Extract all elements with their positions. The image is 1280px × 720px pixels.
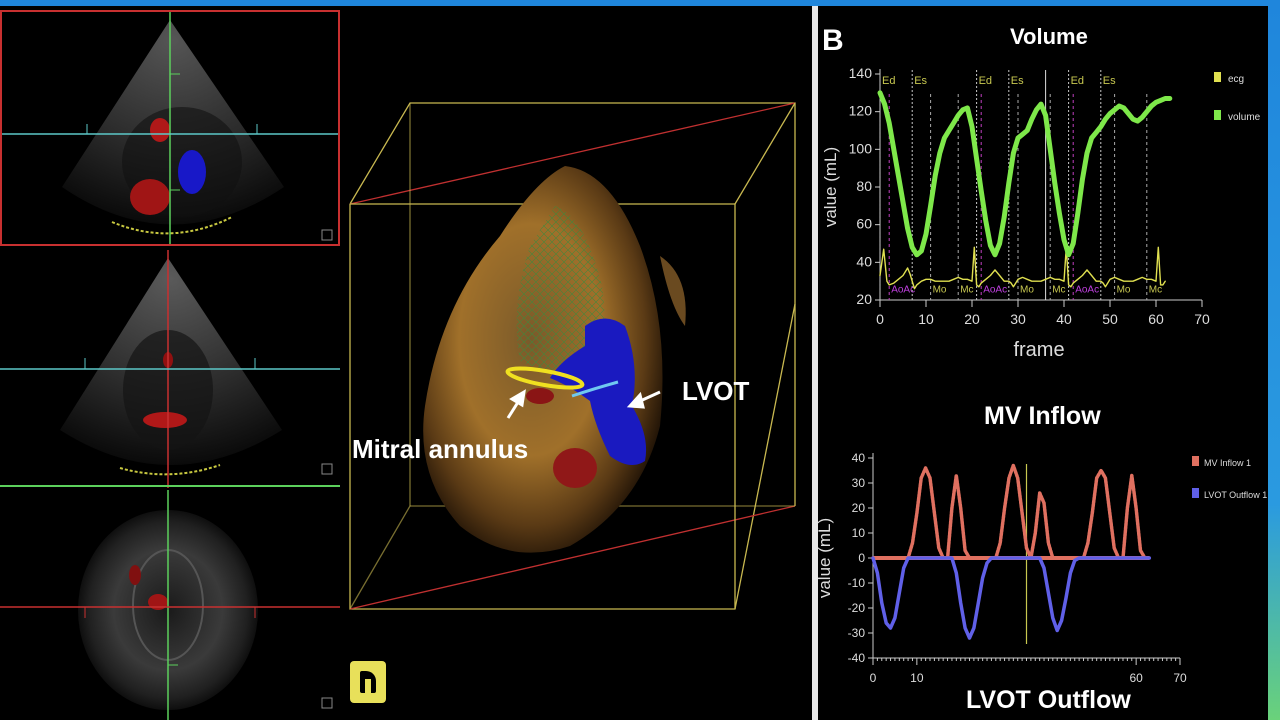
x-tick-label: 60 [1129,671,1143,685]
y-tick-label: -10 [848,576,866,590]
event-marker-label: Mo [933,284,947,295]
frame-marker-label: Ed [979,75,992,87]
chart-volume-title: Volume [1010,24,1088,49]
x-tick-label: 50 [1102,311,1118,327]
x-tick-label: 10 [918,311,934,327]
x-tick-label: 60 [1148,311,1164,327]
event-marker-label: AoAc [983,284,1007,295]
panel-a: A [0,6,812,720]
echo-view-2[interactable] [0,250,340,488]
frame-marker-label: Es [1103,75,1116,87]
legend-swatch [1214,110,1221,120]
event-marker-label: Mc [1149,284,1162,295]
color-doppler-blue [178,150,206,194]
y-tick-label: 40 [852,451,866,465]
event-marker-label: AoAc [891,284,915,295]
echo-view-1-image [2,12,338,244]
y-tick-label: -40 [848,651,866,665]
x-tick-label: 10 [910,671,924,685]
frame-marker-label: Ed [882,75,895,87]
lvot-ring [571,380,619,398]
x-tick-label: 70 [1194,311,1210,327]
chart-mv-inflow: -40 -30 -20 -10 0 10 20 30 40 0 10 60 70 value (mL) MV… [818,451,1267,685]
y-tick-label: 100 [849,140,873,156]
legend-swatch [1214,72,1221,82]
echo-view-1[interactable] [0,10,340,246]
mitral-inflow [553,448,597,488]
frame-marker-label: Es [1011,75,1024,87]
y-tick-label: 60 [856,216,872,232]
frame-marker-label: Ed [1071,75,1084,87]
series-line [871,463,1152,560]
x-tick-label: 40 [1056,311,1072,327]
event-marker-label: AoAc [1075,284,1099,295]
y-axis-label: value (mL) [821,147,840,227]
color-doppler-red [143,412,187,428]
legend-swatch [1192,488,1199,498]
chart-mv-bottom-text: LVOT Outflow [966,686,1131,714]
series-line-ecg [879,246,1166,290]
y-tick-label: 80 [856,178,872,194]
arrow-lvot-icon [626,390,661,409]
y-tick-label: 0 [858,551,865,565]
legend-label: LVOT Outflow 1 [1204,490,1267,500]
volume-render-3d[interactable] [340,6,812,720]
y-tick-label: -20 [848,601,866,615]
event-marker-label: Mc [1052,284,1065,295]
y-tick-label: 120 [849,103,873,119]
y-tick-label: 30 [852,476,866,490]
y-tick-label: 20 [856,291,872,307]
top-border [0,0,1280,6]
panel-divider [812,6,818,720]
frame-marker-label: Es [914,75,927,87]
x-axis-label: frame [1013,339,1064,361]
x-tick-label: 0 [876,311,884,327]
legend-swatch [1192,456,1199,466]
color-doppler-red [150,118,170,142]
color-doppler-red [148,594,168,610]
corner-logo-icon [350,661,386,703]
legend-label: MV Inflow 1 [1204,458,1251,468]
arrow-mitral-icon [506,389,526,419]
x-tick-label: 20 [964,311,980,327]
mitral-annulus-ring [505,366,585,390]
y-tick-label: 40 [856,253,872,269]
lvot-flow [550,318,647,465]
event-marker-label: Mo [1117,284,1131,295]
label-lvot: LVOT [682,376,750,406]
right-border [1268,0,1280,720]
y-axis-label: value (mL) [818,518,834,598]
panel-b: B Volume 20 40 60 80 100 120 140 0 10 20 30 40 50 60 7… [818,6,1268,720]
x-tick-label: 30 [1010,311,1026,327]
echo-view-3[interactable] [0,490,340,720]
series-line-volume [877,90,1173,258]
y-tick-label: 20 [852,501,866,515]
x-tick-label: 70 [1173,671,1187,685]
chart-mv-title: MV Inflow [984,402,1101,430]
legend-label: ecg [1228,74,1244,85]
chart-volume: 20 40 60 80 100 120 140 0 10 20 30 40 50 60 70 frame val… [821,65,1261,361]
event-marker-label: Mc [960,284,973,295]
label-mitral-annulus: Mitral annulus [352,434,529,464]
lv-mesh [516,206,605,370]
event-marker-label: Mo [1020,284,1034,295]
series-line [871,556,1152,640]
bounding-box [349,102,796,610]
echo-view-2-image [0,250,340,488]
y-tick-label: 140 [849,65,873,81]
echo-view-3-image [0,490,340,720]
x-tick-label: 0 [870,671,877,685]
legend-label: volume [1228,112,1261,123]
y-tick-label: 10 [852,526,866,540]
panel-b-label: B [822,24,844,57]
y-tick-label: -30 [848,626,866,640]
